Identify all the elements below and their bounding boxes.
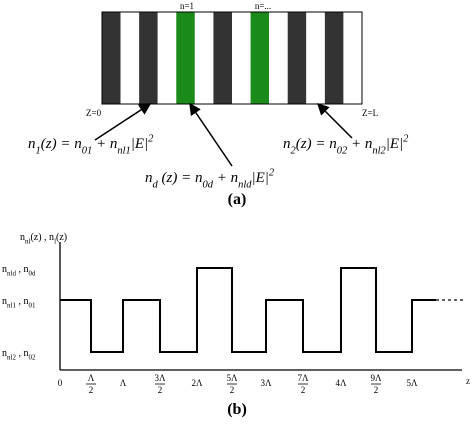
text-segment: |E| [386,136,403,152]
text-segment: 2 [148,133,154,144]
text-segment: n [2,264,7,275]
end-label: Z=L [362,108,378,118]
text-segment: 1 [36,145,41,156]
stripe [213,12,232,104]
x-tick-denominator: 2 [89,385,94,395]
stripe [306,12,325,104]
x-tick-denominator: 2 [230,385,235,395]
text-segment: l [54,238,56,246]
arrows [94,102,353,167]
stripe [102,12,121,104]
x-axis-label: z [466,376,470,386]
text-segment: 0d [202,179,213,190]
stripe [194,12,214,104]
text-segment: 0d [28,270,36,278]
stripe-label: n=1 [180,1,194,11]
x-tick-denominator: 2 [301,385,306,395]
x-tick-label: Λ [120,378,127,388]
text-segment: 01 [28,302,36,310]
stripe-label: n=... [255,1,271,11]
text-segment: , n [16,348,29,359]
text-segment: n [20,232,25,243]
text-segment: d [153,179,159,190]
equation: n1(z) = n01 + nnl1|E|2 [28,133,154,156]
stripe-border [101,11,363,105]
arrow [316,102,353,139]
stripe [157,12,177,104]
text-segment: n [2,348,7,359]
x-tick-label: 0 [58,378,63,388]
stripe [269,12,288,104]
caption: (b) [227,401,247,418]
stripe [120,12,140,104]
x-tick-label: 4Λ [335,378,347,388]
level-label: nnl2 , n02 [2,348,36,362]
text-segment: (z) = n [41,136,82,152]
text-segment: (z) [56,232,67,243]
end-label: Z=0 [86,108,102,118]
text-segment: nl2 [372,145,386,156]
arrow [189,102,233,167]
text-segment: , n [16,264,29,275]
x-tick-numerator: Λ [88,373,95,383]
x-tick-denominator: 2 [158,385,163,395]
text-segment: + n [213,170,238,186]
text-segment: (z) , n [30,232,54,243]
axes [59,242,466,371]
text-segment: nl1 [7,302,16,310]
x-tick-label: 3Λ [260,378,272,388]
stripe [343,12,362,104]
level-label: nnld , n0d [2,264,36,278]
equation: nd (z) = n0d + nnld|E|2 [145,167,275,190]
text-segment: + n [347,136,372,152]
text-segment: 02 [337,145,348,156]
text-segment: n [2,296,7,307]
x-tick-numerator: 3Λ [154,373,166,383]
x-tick-label: 2Λ [191,378,203,388]
level-label: nnl1 , n01 [2,296,36,310]
x-tick-label: 5Λ [406,378,418,388]
x-tick-denominator: 2 [374,385,379,395]
arrow [94,103,152,141]
text-segment: 02 [28,354,36,362]
text-segment: nld [238,179,252,190]
text-segment: nl2 [7,354,16,362]
text-segment: (z) = n [158,170,203,186]
equation: n2(z) = n02 + nnl2|E|2 [283,133,409,156]
stripe [324,12,344,104]
text-segment: nl1 [117,145,130,156]
text-segment: n [283,136,291,152]
index-profile [60,267,436,353]
text-segment: 2 [269,167,275,178]
x-tick-numerator: 9Λ [370,373,382,383]
text-segment: n [145,170,153,186]
waveguide-stripes [101,11,363,105]
x-tick-numerator: 5Λ [226,373,238,383]
text-segment: 2 [291,145,297,156]
stripe [287,12,307,104]
text-segment: (z) = n [296,136,337,152]
text-segment: n [28,136,36,152]
text-segment: |E| [131,136,148,152]
text-segment: 01 [82,145,93,156]
text-segment: nl [25,238,31,246]
stripe [232,12,251,104]
stripe [176,12,195,104]
text-segment: , n [16,296,29,307]
text-segment: |E| [252,170,269,186]
text-segment: + n [92,136,117,152]
text-segment: nld [7,270,16,278]
stripe [250,12,270,104]
text-segment: 2 [403,133,409,144]
stripe [139,12,158,104]
caption: (a) [228,191,247,208]
y-axis-label: nnl(z) , nl(z) [20,232,67,246]
x-tick-numerator: 7Λ [297,373,309,383]
